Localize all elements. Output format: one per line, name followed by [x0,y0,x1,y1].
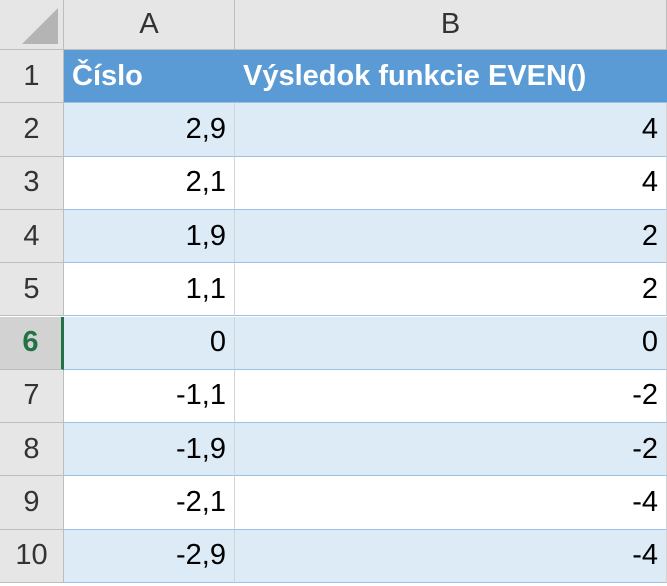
cell[interactable]: -2 [235,423,667,477]
row-header[interactable]: 4 [0,209,64,264]
row-header[interactable]: 6 [0,316,64,370]
cell[interactable]: 2,1 [64,156,235,210]
cell[interactable]: 0 [64,316,235,370]
row-header[interactable]: 9 [0,476,64,530]
cell[interactable]: 2 [235,263,667,317]
cell[interactable]: 2 [235,209,667,264]
cell[interactable]: 0 [235,316,667,370]
column-header[interactable]: B [235,0,667,50]
cell[interactable]: 4 [235,103,667,157]
cell[interactable]: -1,1 [64,369,235,424]
table-header-cell[interactable]: Číslo [64,50,235,104]
cell[interactable]: 1,9 [64,209,235,264]
column-header[interactable]: A [64,0,235,50]
row-header[interactable]: 2 [0,103,64,157]
select-all-icon [22,7,58,44]
cell[interactable]: -4 [235,476,667,530]
row-header[interactable]: 8 [0,423,64,477]
corner[interactable] [0,0,64,50]
row-header[interactable]: 3 [0,156,64,210]
row-header[interactable]: 5 [0,263,64,317]
cell[interactable]: -2,9 [64,529,235,583]
cell[interactable]: -1,9 [64,423,235,477]
row-header[interactable]: 10 [0,529,64,583]
row-header[interactable]: 7 [0,369,64,424]
cell[interactable]: -4 [235,529,667,583]
cell[interactable]: 4 [235,156,667,210]
cell[interactable]: -2 [235,369,667,424]
cell[interactable]: -2,1 [64,476,235,530]
cell[interactable]: 1,1 [64,263,235,317]
row-header[interactable]: 1 [0,50,64,104]
table-header-cell[interactable]: Výsledok funkcie EVEN() [235,50,667,104]
cell[interactable]: 2,9 [64,103,235,157]
